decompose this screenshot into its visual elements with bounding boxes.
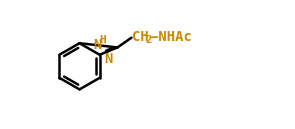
Text: N: N [104,52,112,66]
Text: H: H [99,35,106,45]
Text: N: N [93,38,101,52]
Text: —NHAc: —NHAc [150,30,192,44]
Text: 2: 2 [145,35,152,45]
Text: CH: CH [132,30,149,44]
